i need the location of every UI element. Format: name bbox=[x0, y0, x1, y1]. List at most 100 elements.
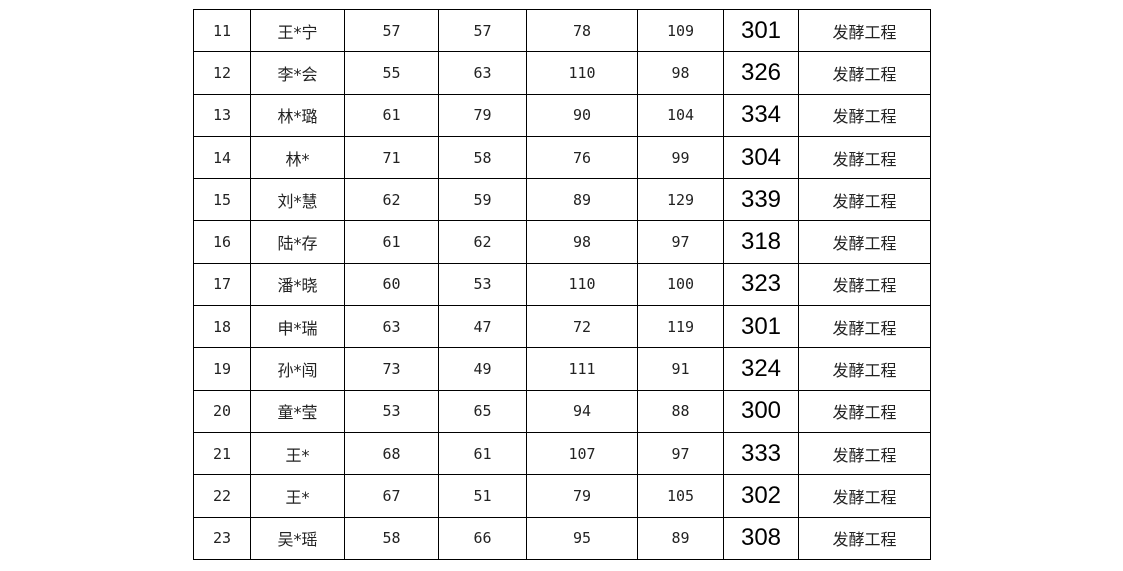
table-row: 15 刘*慧 62 59 89 129 339 发酵工程 bbox=[193, 178, 931, 222]
row-number-cell: 13 bbox=[193, 93, 251, 137]
row-number-cell: 11 bbox=[193, 8, 251, 53]
table-row: 17 潘*晓 60 53 110 100 323 发酵工程 bbox=[193, 262, 931, 307]
total-cell: 333 bbox=[723, 431, 799, 476]
score-1-cell: 67 bbox=[344, 474, 439, 518]
score-2-cell: 53 bbox=[438, 262, 527, 307]
score-1-cell: 71 bbox=[344, 135, 439, 180]
score-1-cell: 68 bbox=[344, 431, 439, 476]
total-cell: 302 bbox=[723, 474, 799, 518]
score-2-cell: 63 bbox=[438, 51, 527, 95]
row-number-cell: 14 bbox=[193, 135, 251, 180]
major-cell: 发酵工程 bbox=[798, 51, 931, 95]
name-cell: 李*会 bbox=[250, 51, 345, 95]
score-3-cell: 111 bbox=[526, 347, 638, 391]
name-cell: 申*瑞 bbox=[250, 305, 345, 349]
score-3-cell: 110 bbox=[526, 51, 638, 95]
name-cell: 王* bbox=[250, 431, 345, 476]
major-cell: 发酵工程 bbox=[798, 431, 931, 476]
score-1-cell: 61 bbox=[344, 93, 439, 137]
score-1-cell: 57 bbox=[344, 8, 439, 53]
score-4-cell: 91 bbox=[637, 347, 724, 391]
row-number-cell: 16 bbox=[193, 220, 251, 264]
name-cell: 童*莹 bbox=[250, 389, 345, 433]
score-4-cell: 88 bbox=[637, 389, 724, 433]
score-2-cell: 57 bbox=[438, 8, 527, 53]
score-2-cell: 47 bbox=[438, 305, 527, 349]
score-table: 11 王*宁 57 57 78 109 301 发酵工程 12 李*会 55 63 110 98 326 发酵… bbox=[193, 8, 931, 560]
total-cell: 318 bbox=[723, 220, 799, 264]
row-number-cell: 18 bbox=[193, 305, 251, 349]
score-1-cell: 63 bbox=[344, 305, 439, 349]
score-3-cell: 76 bbox=[526, 135, 638, 180]
score-2-cell: 49 bbox=[438, 347, 527, 391]
major-cell: 发酵工程 bbox=[798, 8, 931, 53]
score-1-cell: 55 bbox=[344, 51, 439, 95]
major-cell: 发酵工程 bbox=[798, 220, 931, 264]
name-cell: 陆*存 bbox=[250, 220, 345, 264]
score-2-cell: 66 bbox=[438, 516, 527, 560]
row-number-cell: 17 bbox=[193, 262, 251, 307]
total-cell: 334 bbox=[723, 93, 799, 137]
score-4-cell: 89 bbox=[637, 516, 724, 560]
score-2-cell: 51 bbox=[438, 474, 527, 518]
total-cell: 339 bbox=[723, 178, 799, 222]
total-cell: 301 bbox=[723, 8, 799, 53]
score-4-cell: 119 bbox=[637, 305, 724, 349]
table-row: 13 林*璐 61 79 90 104 334 发酵工程 bbox=[193, 93, 931, 137]
major-cell: 发酵工程 bbox=[798, 178, 931, 222]
total-cell: 301 bbox=[723, 305, 799, 349]
score-4-cell: 99 bbox=[637, 135, 724, 180]
table-row: 14 林* 71 58 76 99 304 发酵工程 bbox=[193, 135, 931, 180]
score-4-cell: 97 bbox=[637, 220, 724, 264]
score-3-cell: 94 bbox=[526, 389, 638, 433]
row-number-cell: 12 bbox=[193, 51, 251, 95]
score-3-cell: 98 bbox=[526, 220, 638, 264]
total-cell: 326 bbox=[723, 51, 799, 95]
row-number-cell: 21 bbox=[193, 431, 251, 476]
score-3-cell: 79 bbox=[526, 474, 638, 518]
total-cell: 308 bbox=[723, 516, 799, 560]
name-cell: 王*宁 bbox=[250, 8, 345, 53]
score-4-cell: 109 bbox=[637, 8, 724, 53]
score-4-cell: 98 bbox=[637, 51, 724, 95]
table-row: 23 吴*瑶 58 66 95 89 308 发酵工程 bbox=[193, 516, 931, 560]
name-cell: 吴*瑶 bbox=[250, 516, 345, 560]
score-1-cell: 58 bbox=[344, 516, 439, 560]
name-cell: 林*璐 bbox=[250, 93, 345, 137]
score-4-cell: 100 bbox=[637, 262, 724, 307]
score-1-cell: 73 bbox=[344, 347, 439, 391]
score-4-cell: 104 bbox=[637, 93, 724, 137]
table-row: 22 王* 67 51 79 105 302 发酵工程 bbox=[193, 474, 931, 518]
major-cell: 发酵工程 bbox=[798, 305, 931, 349]
total-cell: 323 bbox=[723, 262, 799, 307]
total-cell: 300 bbox=[723, 389, 799, 433]
score-2-cell: 62 bbox=[438, 220, 527, 264]
name-cell: 林* bbox=[250, 135, 345, 180]
name-cell: 刘*慧 bbox=[250, 178, 345, 222]
score-2-cell: 61 bbox=[438, 431, 527, 476]
total-cell: 324 bbox=[723, 347, 799, 391]
table-row: 16 陆*存 61 62 98 97 318 发酵工程 bbox=[193, 220, 931, 264]
table-row: 19 孙*闯 73 49 111 91 324 发酵工程 bbox=[193, 347, 931, 391]
major-cell: 发酵工程 bbox=[798, 389, 931, 433]
table-row: 21 王* 68 61 107 97 333 发酵工程 bbox=[193, 431, 931, 476]
major-cell: 发酵工程 bbox=[798, 347, 931, 391]
score-3-cell: 90 bbox=[526, 93, 638, 137]
score-3-cell: 89 bbox=[526, 178, 638, 222]
name-cell: 潘*晓 bbox=[250, 262, 345, 307]
score-3-cell: 78 bbox=[526, 8, 638, 53]
major-cell: 发酵工程 bbox=[798, 135, 931, 180]
table-row: 12 李*会 55 63 110 98 326 发酵工程 bbox=[193, 51, 931, 95]
score-1-cell: 61 bbox=[344, 220, 439, 264]
row-number-cell: 15 bbox=[193, 178, 251, 222]
score-1-cell: 62 bbox=[344, 178, 439, 222]
score-2-cell: 59 bbox=[438, 178, 527, 222]
major-cell: 发酵工程 bbox=[798, 516, 931, 560]
major-cell: 发酵工程 bbox=[798, 474, 931, 518]
score-3-cell: 107 bbox=[526, 431, 638, 476]
score-2-cell: 58 bbox=[438, 135, 527, 180]
score-4-cell: 97 bbox=[637, 431, 724, 476]
row-number-cell: 20 bbox=[193, 389, 251, 433]
row-number-cell: 19 bbox=[193, 347, 251, 391]
score-3-cell: 110 bbox=[526, 262, 638, 307]
